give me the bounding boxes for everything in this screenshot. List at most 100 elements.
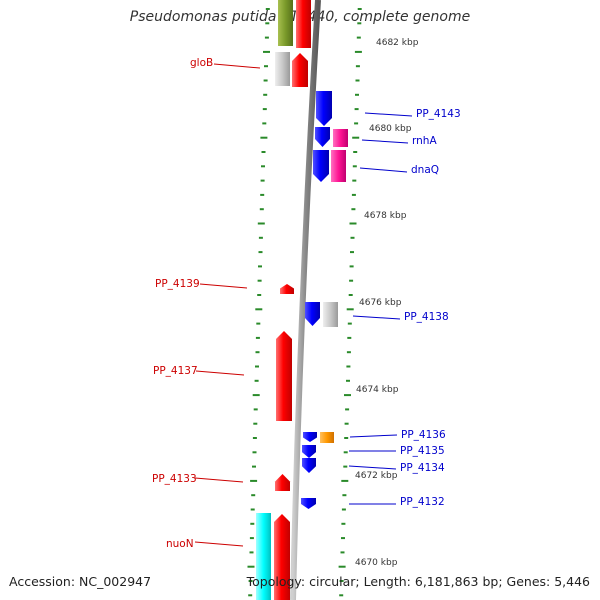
- tick-mark: [263, 50, 270, 53]
- tick-mark: [251, 494, 256, 497]
- tick-mark: [259, 208, 264, 211]
- tick-mark: [357, 8, 362, 10]
- tick-mark: [260, 136, 268, 139]
- tick-mark: [351, 193, 356, 196]
- feature-grey-top: [275, 52, 290, 86]
- feature-orange-pp4136: [320, 432, 334, 443]
- tick-mark: [346, 351, 351, 354]
- tick-mark: [258, 236, 263, 239]
- leader-line: [349, 434, 398, 438]
- tick-mark: [247, 565, 255, 568]
- tick-mark: [255, 365, 259, 368]
- tick-mark: [352, 165, 357, 168]
- gene-label-nuon: nuoN: [166, 538, 194, 550]
- tick-mark: [253, 422, 258, 425]
- tick-mark: [257, 294, 262, 296]
- kbp-label: 4674 kbp: [356, 385, 399, 395]
- gene-label-pp_4132: PP_4132: [400, 496, 445, 508]
- kbp-label: 4672 kbp: [355, 471, 398, 481]
- tick-mark: [254, 379, 259, 382]
- feature-cyan-nuon: [256, 513, 271, 600]
- tick-mark: [345, 408, 350, 411]
- kbp-label: 4670 kbp: [355, 558, 398, 568]
- tick-mark: [260, 193, 265, 196]
- tick-mark: [341, 508, 346, 511]
- tick-mark: [355, 65, 360, 68]
- tick-mark: [347, 336, 352, 339]
- tick-mark: [255, 308, 263, 311]
- tick-mark: [264, 36, 269, 39]
- backbone-track: [290, 0, 321, 600]
- gene-label-pp_4143: PP_4143: [416, 108, 461, 120]
- leader-line: [213, 63, 261, 69]
- kbp-label: 4680 kbp: [369, 124, 412, 134]
- gene-label-pp_4137: PP_4137: [153, 365, 198, 377]
- tick-mark: [350, 236, 355, 239]
- tick-mark: [250, 479, 258, 482]
- tick-mark: [350, 251, 354, 254]
- leader-line: [194, 477, 244, 483]
- tick-mark: [349, 222, 357, 225]
- tick-mark: [265, 22, 270, 25]
- leader-line: [199, 283, 248, 289]
- tick-mark: [264, 65, 268, 68]
- tick-mark: [346, 365, 351, 368]
- backbone-line: [290, 0, 321, 600]
- tick-mark: [356, 36, 361, 39]
- feature-red-glob: [292, 53, 308, 87]
- tick-mark: [257, 279, 262, 282]
- feature-blue-pp4136: [303, 432, 317, 442]
- feature-red-pp4139: [280, 284, 294, 294]
- tick-mark: [248, 580, 253, 582]
- kbp-label: 4676 kbp: [359, 298, 402, 308]
- tick-mark: [252, 451, 257, 454]
- feature-blue-pp4143: [316, 91, 332, 126]
- tick-mark: [343, 451, 348, 454]
- feature-blue-rnha: [315, 127, 330, 147]
- feature-red-pp4133: [275, 474, 290, 491]
- tick-mark: [249, 537, 254, 540]
- feature-magenta-1: [333, 129, 348, 147]
- gene-label-pp_4134: PP_4134: [400, 462, 445, 474]
- tick-mark: [250, 522, 255, 525]
- tick-mark: [357, 22, 362, 25]
- gene-label-glob: gloB: [190, 57, 213, 69]
- feature-blue-pp4138: [305, 302, 320, 326]
- leader-line: [348, 465, 397, 470]
- tick-mark: [338, 565, 346, 568]
- tick-mark: [355, 79, 360, 82]
- feature-magenta-2: [331, 150, 346, 182]
- tick-mark: [252, 465, 256, 468]
- tick-mark: [257, 222, 265, 225]
- tick-mark: [347, 322, 352, 325]
- tick-mark: [255, 336, 260, 339]
- feature-red-nuon: [274, 514, 290, 600]
- feature-blue-dnaq: [313, 150, 329, 182]
- leader-line: [194, 541, 244, 547]
- tick-mark: [258, 251, 263, 254]
- tick-mark: [352, 179, 357, 182]
- leader-line: [361, 139, 409, 144]
- tick-mark: [252, 437, 257, 439]
- tick-mark: [344, 394, 351, 397]
- tick-mark: [339, 594, 344, 597]
- tick-mark: [353, 151, 358, 153]
- tick-mark: [344, 437, 349, 439]
- feature-grey-pp4138: [323, 302, 338, 327]
- tick-mark: [349, 279, 354, 282]
- tick-mark: [249, 551, 254, 554]
- tick-mark: [261, 165, 265, 168]
- leader-line: [352, 315, 401, 320]
- gene-label-dnaq: dnaQ: [411, 164, 439, 176]
- gene-features: [256, 0, 348, 600]
- feature-olive: [278, 0, 293, 46]
- tick-mark: [341, 522, 346, 525]
- tick-mark: [252, 394, 260, 397]
- tick-mark: [351, 208, 356, 211]
- feature-red-top: [296, 0, 311, 48]
- tick-mark: [265, 8, 270, 10]
- tick-mark: [344, 422, 349, 425]
- leader-line: [195, 370, 245, 376]
